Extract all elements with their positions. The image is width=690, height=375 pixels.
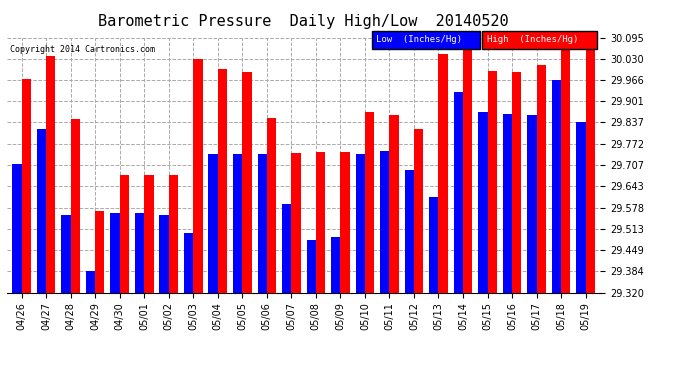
Bar: [561, 49, 571, 292]
Bar: [119, 175, 129, 292]
Bar: [503, 114, 512, 292]
Bar: [144, 175, 154, 292]
Bar: [46, 56, 55, 292]
Bar: [488, 71, 497, 292]
Bar: [233, 154, 242, 292]
Bar: [537, 66, 546, 292]
Bar: [365, 111, 374, 292]
Bar: [242, 72, 252, 292]
Bar: [438, 54, 448, 292]
Bar: [306, 240, 316, 292]
Bar: [586, 36, 595, 292]
Bar: [86, 272, 95, 292]
Bar: [70, 119, 80, 292]
Bar: [331, 237, 340, 292]
Bar: [169, 175, 178, 292]
Bar: [478, 111, 488, 292]
Bar: [429, 197, 438, 292]
Bar: [527, 116, 537, 292]
Bar: [404, 170, 414, 292]
Bar: [291, 153, 301, 292]
Bar: [61, 215, 70, 292]
Bar: [463, 36, 472, 292]
Bar: [389, 115, 399, 292]
Bar: [21, 79, 31, 292]
Bar: [552, 80, 561, 292]
Title: Barometric Pressure  Daily High/Low  20140520: Barometric Pressure Daily High/Low 20140…: [98, 15, 509, 30]
Bar: [95, 211, 104, 292]
Bar: [208, 154, 218, 292]
Bar: [193, 59, 203, 292]
Bar: [453, 93, 463, 292]
Bar: [184, 233, 193, 292]
Bar: [110, 213, 119, 292]
Bar: [218, 69, 227, 292]
Bar: [267, 118, 276, 292]
Text: Copyright 2014 Cartronics.com: Copyright 2014 Cartronics.com: [10, 45, 155, 54]
Bar: [37, 129, 46, 292]
Bar: [257, 154, 267, 292]
Bar: [159, 215, 169, 292]
Bar: [282, 204, 291, 292]
Bar: [380, 151, 389, 292]
Bar: [355, 154, 365, 292]
Bar: [414, 129, 423, 292]
Bar: [340, 152, 350, 292]
Bar: [512, 72, 522, 292]
Bar: [316, 152, 325, 292]
Bar: [135, 213, 144, 292]
Bar: [12, 164, 21, 292]
Bar: [576, 122, 586, 292]
